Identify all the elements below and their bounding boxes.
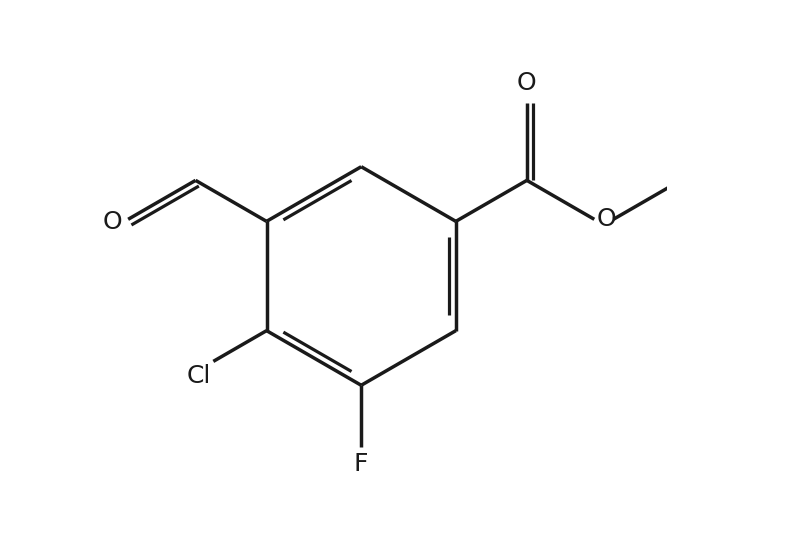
Text: Cl: Cl — [186, 364, 210, 388]
Text: F: F — [354, 452, 369, 476]
Text: O: O — [103, 210, 123, 234]
Text: O: O — [597, 208, 617, 231]
Text: O: O — [517, 71, 537, 95]
